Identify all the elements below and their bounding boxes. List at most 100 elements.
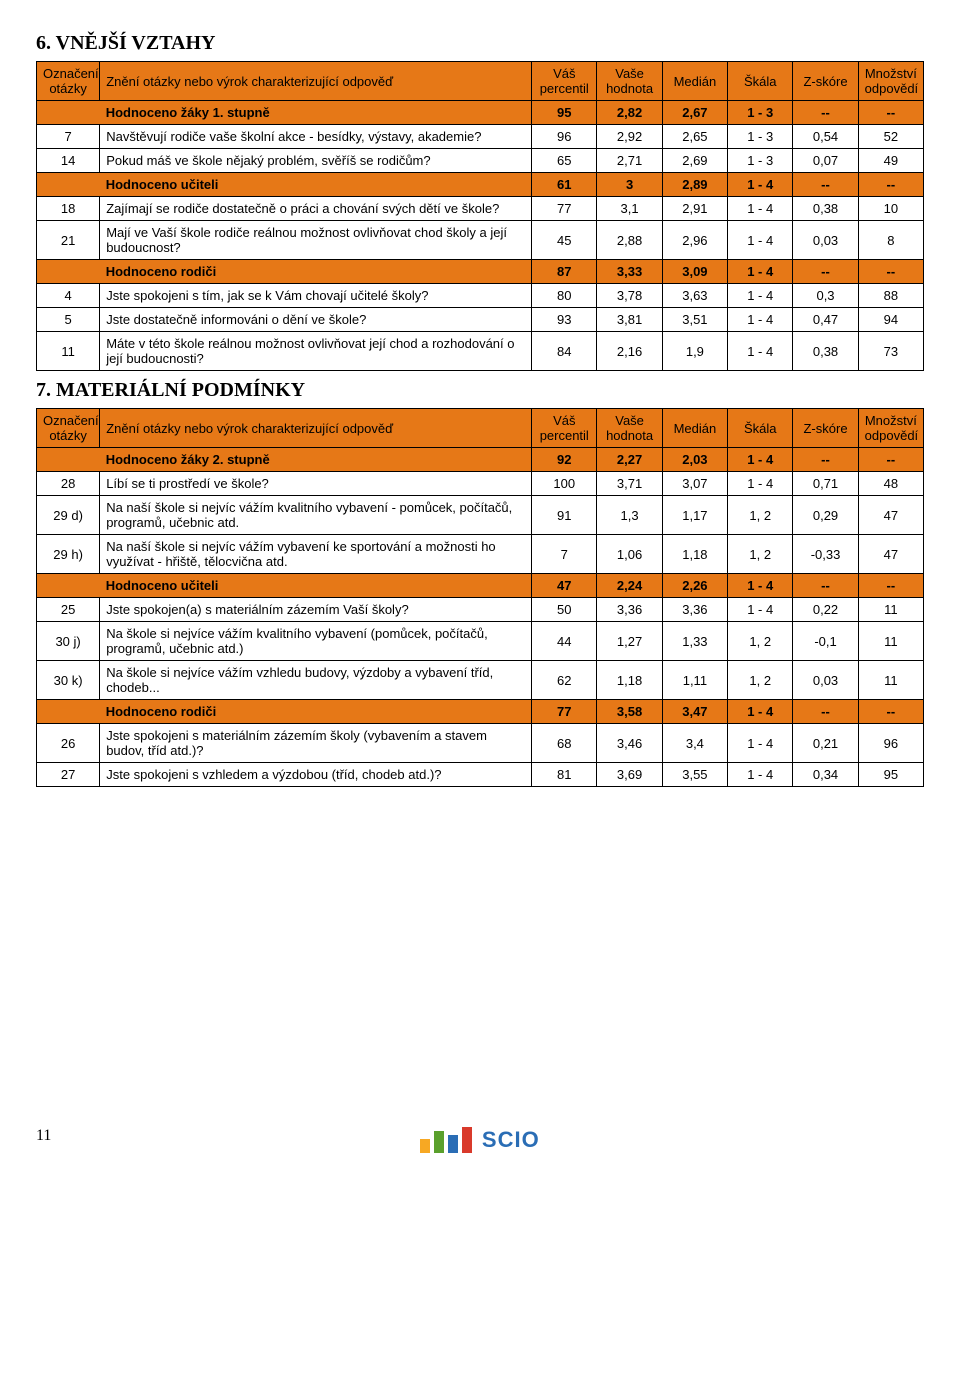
row-mark: 28: [37, 472, 100, 496]
table-header: Označení otázky: [37, 409, 100, 448]
row-value: 3,46: [597, 724, 662, 763]
row-mark: 18: [37, 197, 100, 221]
row-text: Zajímají se rodiče dostatečně o práci a …: [100, 197, 532, 221]
row-text: Hodnoceno rodiči: [100, 260, 532, 284]
row-text: Máte v této škole reálnou možnost ovlivň…: [100, 332, 532, 371]
row-value: 3,47: [662, 700, 727, 724]
row-value: 47: [532, 574, 597, 598]
row-value: --: [793, 700, 858, 724]
row-value: 2,65: [662, 125, 727, 149]
row-text: Pokud máš ve škole nějaký problém, svěří…: [100, 149, 532, 173]
row-mark: 14: [37, 149, 100, 173]
row-value: -0,1: [793, 622, 858, 661]
row-value: 10: [858, 197, 923, 221]
row-value: 2,03: [662, 448, 727, 472]
row-value: 1,9: [662, 332, 727, 371]
row-value: 1,33: [662, 622, 727, 661]
row-value: 1,17: [662, 496, 727, 535]
logo: SCIO: [36, 1127, 924, 1153]
row-value: 96: [858, 724, 923, 763]
row-value: 3,71: [597, 472, 662, 496]
row-value: 2,71: [597, 149, 662, 173]
row-text: Jste spokojeni s materiálním zázemím ško…: [100, 724, 532, 763]
table-header: Medián: [662, 409, 727, 448]
table-row: Hodnoceno žáky 1. stupně952,822,671 - 3-…: [37, 101, 924, 125]
row-text: Navštěvují rodiče vaše školní akce - bes…: [100, 125, 532, 149]
row-mark: 26: [37, 724, 100, 763]
row-mark: [37, 700, 100, 724]
row-value: 2,27: [597, 448, 662, 472]
row-mark: 4: [37, 284, 100, 308]
table-row: Hodnoceno rodiči873,333,091 - 4----: [37, 260, 924, 284]
logo-bars: [420, 1127, 472, 1153]
row-value: 3,78: [597, 284, 662, 308]
row-value: 73: [858, 332, 923, 371]
table-row: 26Jste spokojeni s materiálním zázemím š…: [37, 724, 924, 763]
row-value: --: [793, 448, 858, 472]
table-row: 25Jste spokojen(a) s materiálním zázemím…: [37, 598, 924, 622]
row-value: --: [858, 574, 923, 598]
table-row: 30 k)Na škole si nejvíce vážím vzhledu b…: [37, 661, 924, 700]
row-value: 1 - 3: [728, 149, 793, 173]
row-mark: 25: [37, 598, 100, 622]
row-text: Mají ve Vaší škole rodiče reálnou možnos…: [100, 221, 532, 260]
row-value: 3,81: [597, 308, 662, 332]
row-text: Na naší škole si nejvíc vážím kvalitního…: [100, 496, 532, 535]
table-header: Množství odpovědí: [858, 409, 923, 448]
row-mark: 27: [37, 763, 100, 787]
row-mark: 29 h): [37, 535, 100, 574]
row-value: 68: [532, 724, 597, 763]
logo-bar-icon: [434, 1131, 444, 1153]
row-value: 7: [532, 535, 597, 574]
row-text: Na naší škole si nejvíc vážím vybavení k…: [100, 535, 532, 574]
row-value: 77: [532, 700, 597, 724]
row-value: 1 - 4: [728, 700, 793, 724]
row-value: 0,03: [793, 661, 858, 700]
row-value: 1 - 4: [728, 598, 793, 622]
row-mark: 29 d): [37, 496, 100, 535]
row-value: 77: [532, 197, 597, 221]
table-row: 7Navštěvují rodiče vaše školní akce - be…: [37, 125, 924, 149]
row-value: 1 - 4: [728, 197, 793, 221]
row-text: Hodnoceno žáky 1. stupně: [100, 101, 532, 125]
row-value: 0,71: [793, 472, 858, 496]
table-row: 5Jste dostatečně informováni o dění ve š…: [37, 308, 924, 332]
row-value: 2,24: [597, 574, 662, 598]
row-text: Líbí se ti prostředí ve škole?: [100, 472, 532, 496]
row-value: 1, 2: [728, 661, 793, 700]
row-value: 0,54: [793, 125, 858, 149]
table-row: 28Líbí se ti prostředí ve škole?1003,713…: [37, 472, 924, 496]
row-value: 48: [858, 472, 923, 496]
row-value: 87: [532, 260, 597, 284]
row-text: Jste spokojen(a) s materiálním zázemím V…: [100, 598, 532, 622]
row-value: 1 - 4: [728, 763, 793, 787]
table-header: Vaše hodnota: [597, 62, 662, 101]
row-value: 61: [532, 173, 597, 197]
table-row: 27Jste spokojeni s vzhledem a výzdobou (…: [37, 763, 924, 787]
row-value: 2,89: [662, 173, 727, 197]
table-row: 4Jste spokojeni s tím, jak se k Vám chov…: [37, 284, 924, 308]
table-row: 29 d)Na naší škole si nejvíc vážím kvali…: [37, 496, 924, 535]
row-value: 95: [858, 763, 923, 787]
row-value: 0,21: [793, 724, 858, 763]
row-value: 2,92: [597, 125, 662, 149]
row-value: 3,63: [662, 284, 727, 308]
row-value: 3: [597, 173, 662, 197]
table-header: Škála: [728, 62, 793, 101]
table-header: Medián: [662, 62, 727, 101]
section-title: 7. MATERIÁLNÍ PODMÍNKY: [36, 379, 924, 402]
row-value: 96: [532, 125, 597, 149]
row-value: 91: [532, 496, 597, 535]
row-value: 52: [858, 125, 923, 149]
row-value: --: [793, 574, 858, 598]
row-value: 11: [858, 622, 923, 661]
row-value: 88: [858, 284, 923, 308]
row-value: 1,11: [662, 661, 727, 700]
row-value: --: [858, 101, 923, 125]
row-value: --: [858, 260, 923, 284]
row-value: 1 - 4: [728, 221, 793, 260]
row-value: 3,36: [597, 598, 662, 622]
row-value: --: [858, 448, 923, 472]
row-value: 81: [532, 763, 597, 787]
row-mark: [37, 101, 100, 125]
